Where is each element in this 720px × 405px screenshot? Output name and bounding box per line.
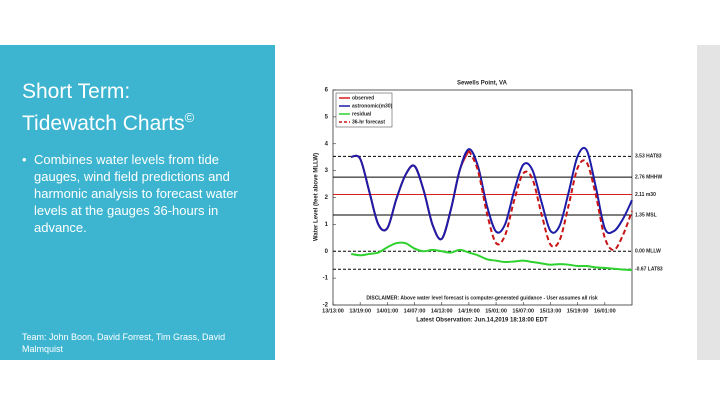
x-axis-label: Latest Observation: Jun.14,2019 18:18:00…	[416, 318, 548, 324]
x-tick-label: 13/13:00	[322, 308, 344, 314]
legend-label: residual	[352, 111, 372, 117]
slide-title: Tidewatch Charts©	[22, 106, 194, 136]
y-tick-label: 5	[325, 114, 329, 120]
y-tick-label: 4	[325, 141, 329, 147]
series-line	[350, 241, 633, 272]
y-tick-label: 1	[325, 222, 329, 228]
chart-title: Sewells Point, VA	[457, 81, 508, 87]
y-tick-label: 0	[325, 249, 329, 255]
x-tick-label: 15/07:00	[512, 308, 534, 314]
x-tick-label: 13/19:00	[349, 308, 371, 314]
x-tick-label: 15/19:00	[567, 308, 589, 314]
slide-title-text: Tidewatch Charts	[22, 112, 185, 135]
reference-label: 0.00 MLLW	[635, 249, 661, 255]
reference-label: -0.67 LAT83	[635, 267, 663, 273]
slide-title: Short Term:	[22, 80, 131, 103]
x-tick-label: 14/13:00	[431, 308, 453, 314]
footer: Team: John Boon, David Forrest, Tim Gras…	[22, 332, 226, 354]
reference-label: 2.76 MHHW	[635, 174, 663, 180]
x-tick-label: 14/01:00	[377, 308, 399, 314]
bullet: • Combines water levels from tide gauges,…	[22, 151, 266, 236]
legend-label: observed	[352, 95, 374, 101]
y-tick-label: -2	[323, 303, 329, 309]
copyright-mark: ©	[184, 110, 195, 125]
x-tick-label: 15/13:00	[540, 308, 562, 314]
x-tick-label: 14/07:00	[404, 308, 426, 314]
side-strip	[697, 45, 720, 360]
legend-label: 36-hr forecast	[352, 119, 385, 125]
x-tick-label: 16/01:00	[594, 308, 616, 314]
y-tick-label: 6	[325, 88, 329, 94]
series-line	[350, 146, 633, 241]
y-axis-label: Water Level (feet above MLLW)	[314, 153, 320, 241]
bullet-dot: •	[22, 152, 27, 167]
reference-label: 2.11 m30	[635, 192, 656, 198]
legend-label: astronomic(m30)	[352, 103, 393, 109]
reference-label: 1.35 MSL	[635, 212, 657, 218]
reference-label: 3.53 HAT83	[635, 154, 662, 160]
x-tick-label: 15/01:00	[485, 308, 507, 314]
y-tick-label: 3	[325, 168, 329, 174]
x-tick-label: 14/19:00	[458, 308, 480, 314]
y-tick-label: -1	[323, 276, 329, 282]
disclaimer: DISCLAIMER: Above water level forecast i…	[366, 295, 597, 301]
bullet-text: Combines water levels from tide gauges, …	[34, 152, 238, 235]
y-tick-label: 2	[325, 195, 329, 201]
side-panel: Short Term: Tidewatch Charts© • Combines …	[0, 45, 275, 360]
series-line	[467, 150, 633, 251]
